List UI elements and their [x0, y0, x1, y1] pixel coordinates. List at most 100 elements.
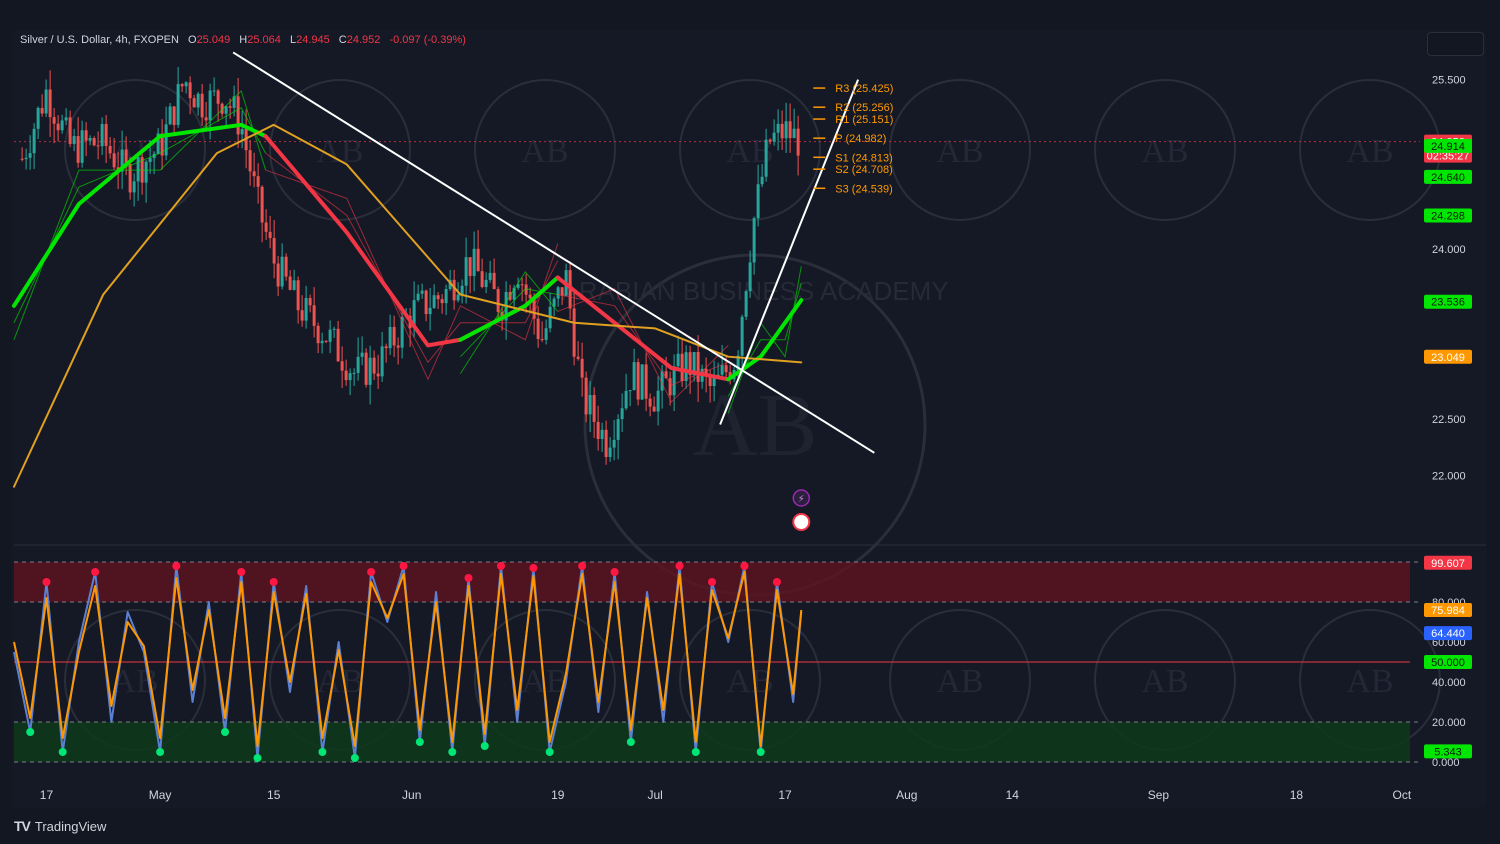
candle-body: [648, 398, 652, 407]
candle-body: [596, 421, 600, 440]
brand-name: TradingView: [34, 818, 107, 834]
moving-average-line: [12, 122, 268, 308]
candle-body: [616, 419, 620, 440]
overbought-dot: [610, 568, 619, 576]
x-axis-tick-label: 18: [1290, 788, 1304, 802]
candle-body: [628, 390, 632, 392]
candle-body: [260, 186, 264, 223]
watermark-seal: [64, 79, 206, 221]
candle-body: [612, 439, 616, 448]
candle-body: [556, 287, 560, 299]
pivot-level-label: S3 (24.539): [835, 183, 892, 195]
low-value: 24.945: [296, 34, 330, 46]
candle-body: [36, 107, 40, 129]
candle-body: [472, 248, 476, 276]
candle-body: [364, 352, 368, 385]
candle-body: [340, 361, 344, 371]
candle-body: [268, 231, 272, 239]
watermark-seal: [889, 79, 1031, 221]
candle-body: [392, 327, 396, 346]
candle-body: [360, 352, 364, 357]
settings-button[interactable]: [1427, 32, 1484, 56]
candle-body: [276, 263, 280, 287]
candle-body: [372, 357, 376, 374]
moving-average-fan-line: [13, 89, 267, 340]
candle-body: [56, 123, 60, 131]
candle-body: [680, 353, 684, 381]
x-axis-tick-label: 15: [267, 788, 281, 802]
oversold-dot: [253, 754, 262, 762]
candle-body: [24, 157, 28, 160]
candle-body: [452, 279, 456, 301]
oversold-dot: [318, 748, 327, 756]
candle-body: [380, 346, 384, 377]
x-axis-tick-label: Jun: [402, 788, 421, 802]
candle-body: [476, 248, 480, 272]
brand-footer[interactable]: TV TradingView: [14, 818, 106, 834]
candle-body: [488, 272, 492, 280]
symbol-title[interactable]: Silver / U.S. Dollar, 4h, FXOPEN: [20, 34, 179, 46]
candle-body: [552, 298, 556, 307]
candle-body: [664, 371, 668, 379]
candle-body: [640, 364, 644, 400]
candle-body: [584, 377, 588, 415]
overbought-dot: [740, 562, 749, 570]
pivot-level-label: P (24.982): [835, 133, 886, 145]
moving-average-fan-line: [265, 152, 559, 364]
candle-body: [376, 373, 380, 377]
candle-body: [468, 257, 472, 276]
overbought-dot: [367, 568, 376, 576]
oversold-dot: [156, 748, 165, 756]
overbought-dot: [42, 578, 51, 586]
candle-body: [264, 222, 268, 232]
watermark-seal: [269, 79, 411, 221]
candle-body: [240, 129, 244, 135]
oscillator-price-tag: 50.000: [1431, 657, 1465, 669]
candle-body: [540, 339, 544, 341]
y-axis-tick-label: 22.500: [1432, 414, 1466, 426]
oscillator-y-tick-label: 20.000: [1432, 717, 1466, 729]
candle-body: [148, 157, 152, 162]
candle-body: [196, 93, 200, 108]
candle-body: [200, 93, 204, 118]
price-tag-bg: [1424, 138, 1472, 153]
candle-body: [760, 176, 764, 185]
candle-body: [792, 128, 796, 139]
candle-body: [756, 184, 760, 219]
candle-body: [80, 130, 84, 163]
oversold-dot: [221, 728, 230, 736]
candle-body: [44, 89, 48, 114]
candle-body: [784, 121, 788, 139]
candle-body: [344, 370, 348, 381]
candle-body: [332, 328, 336, 330]
candle-body: [256, 176, 260, 187]
candle-body: [524, 284, 528, 295]
candle-body: [316, 325, 320, 344]
candle-body: [100, 123, 104, 147]
candle-body: [572, 308, 576, 357]
oscillator-price-tag: 75.984: [1431, 605, 1465, 617]
overbought-dot: [708, 578, 716, 586]
watermark-monogram: AB: [521, 133, 568, 170]
candle-body: [600, 429, 604, 440]
candle-body: [208, 90, 212, 121]
candle-body: [40, 107, 44, 114]
close-label: C: [338, 34, 347, 46]
moving-average-fan-line: [727, 266, 802, 414]
lightning-event-icon: [792, 489, 811, 507]
watermark-monogram: AB: [936, 663, 983, 700]
candle-body: [312, 305, 316, 326]
open-label: O: [188, 34, 197, 46]
close-value: 24.952: [346, 34, 381, 46]
candle-body: [544, 328, 548, 340]
price-tag: 23.049: [1431, 352, 1465, 364]
candle-body: [176, 84, 180, 125]
candle-body: [300, 310, 304, 321]
candle-body: [624, 390, 628, 409]
oscillator-price-tag-bg: [1424, 626, 1472, 641]
candle-body: [164, 124, 168, 156]
candle-body: [788, 121, 792, 139]
candle-body: [424, 290, 428, 315]
candle-body: [296, 280, 300, 311]
